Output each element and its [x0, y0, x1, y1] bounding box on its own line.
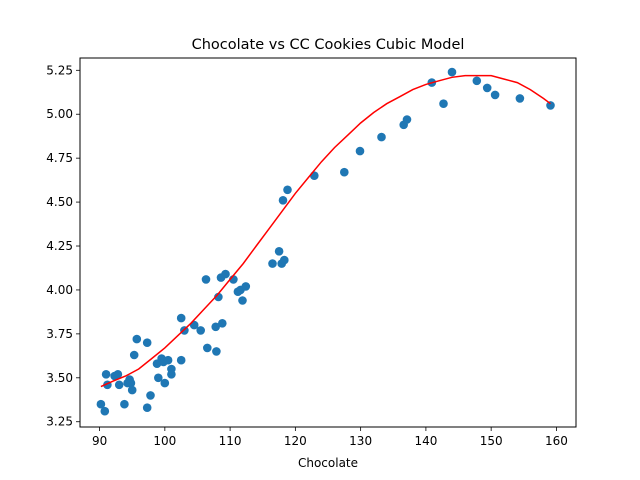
data-point — [402, 115, 412, 124]
data-point — [163, 355, 173, 365]
data-point — [154, 373, 163, 383]
x-tick-label: 140 — [414, 434, 437, 448]
data-point — [129, 350, 139, 360]
data-point — [241, 282, 251, 291]
data-point — [490, 90, 500, 100]
data-point — [482, 83, 492, 93]
data-point — [280, 255, 289, 265]
data-point — [439, 99, 448, 108]
data-point — [114, 380, 124, 390]
data-point — [218, 319, 227, 328]
data-point — [113, 370, 123, 379]
x-tick-label: 90 — [92, 434, 107, 448]
chart-title: Chocolate vs CC Cookies Cubic Model — [192, 37, 465, 53]
data-point — [176, 313, 186, 323]
data-point — [447, 67, 457, 77]
y-axis: 3.25 3.50 3.75 4.00 4.25 4.50 4.75 5.00 5.25 — [46, 63, 80, 429]
data-point — [96, 399, 106, 409]
y-tick-label: 5.25 — [46, 63, 73, 77]
data-point — [268, 259, 277, 268]
data-point — [214, 292, 223, 302]
data-point — [176, 355, 186, 365]
data-point — [546, 101, 555, 110]
data-point — [283, 185, 292, 195]
data-point — [211, 322, 220, 332]
data-point — [278, 196, 288, 205]
data-point — [146, 391, 155, 400]
data-point — [196, 326, 205, 335]
data-point — [203, 343, 212, 353]
y-tick-label: 4.50 — [46, 195, 73, 209]
data-point — [201, 275, 211, 284]
y-tick-label: 3.75 — [46, 327, 73, 341]
x-tick-label: 130 — [349, 434, 372, 448]
axes-frame — [79, 57, 577, 428]
data-point — [355, 146, 365, 156]
data-point — [221, 269, 230, 279]
data-point — [274, 247, 284, 256]
data-point — [310, 171, 319, 180]
data-point — [167, 370, 176, 379]
y-tick-label: 3.50 — [46, 371, 73, 385]
data-point — [132, 334, 142, 344]
plot-area — [96, 67, 555, 416]
data-point — [472, 76, 482, 86]
model-line — [100, 74, 551, 388]
data-point — [101, 370, 111, 379]
data-point — [160, 378, 170, 388]
x-tick-label: 110 — [219, 434, 242, 448]
data-point — [126, 378, 136, 388]
x-tick-label: 160 — [545, 434, 568, 448]
x-tick-label: 100 — [153, 434, 176, 448]
data-point — [100, 406, 110, 416]
x-axis: 90 100 110 120 130 140 150 160 — [92, 427, 568, 448]
data-point — [120, 399, 129, 409]
data-point — [515, 94, 525, 103]
y-tick-label: 5.00 — [46, 107, 73, 121]
data-point — [142, 403, 152, 413]
data-point — [142, 338, 152, 348]
data-point — [340, 167, 349, 177]
data-point — [377, 132, 386, 142]
x-tick-label: 120 — [284, 434, 307, 448]
x-tick-label: 150 — [480, 434, 503, 448]
x-axis-label: Chocolate — [298, 456, 358, 470]
y-tick-label: 3.25 — [46, 415, 73, 429]
y-tick-label: 4.25 — [46, 239, 73, 253]
data-point — [212, 347, 221, 356]
y-tick-label: 4.75 — [46, 151, 73, 165]
data-point — [127, 385, 137, 395]
y-tick-label: 4.00 — [46, 283, 73, 297]
data-point — [238, 296, 247, 305]
